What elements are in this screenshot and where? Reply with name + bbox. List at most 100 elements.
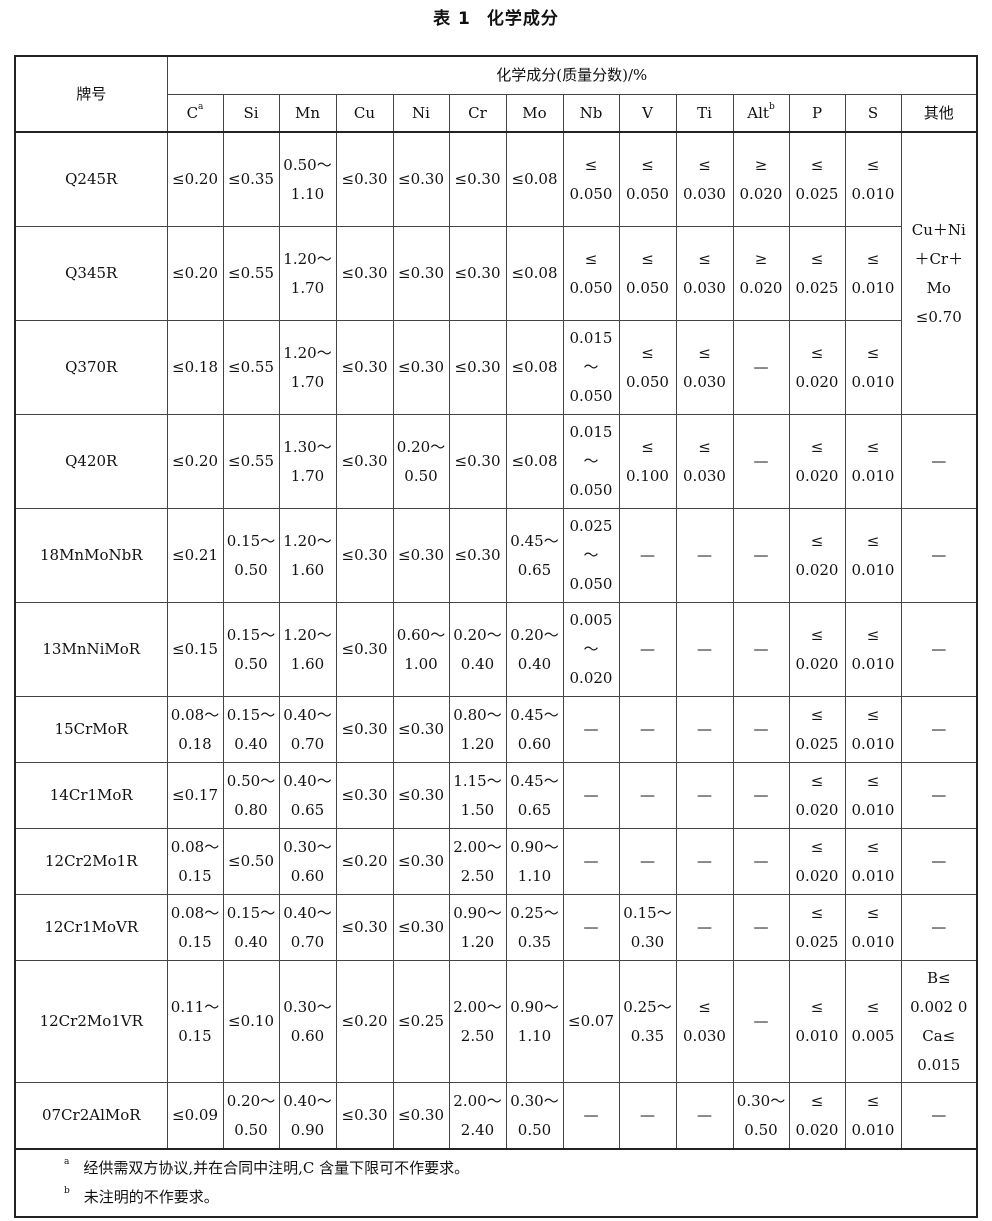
cell-nb: — bbox=[562, 1082, 620, 1150]
cell-v: ≤ 0.050 bbox=[618, 131, 677, 227]
cell-ti: ≤ 0.030 bbox=[675, 131, 734, 227]
cell-v: 0.25～ 0.35 bbox=[618, 960, 677, 1083]
cell-cu: ≤0.30 bbox=[335, 320, 394, 415]
cell-s: ≤ 0.010 bbox=[844, 131, 902, 227]
cell-cr: 0.20～ 0.40 bbox=[448, 602, 507, 697]
cell-mn: 0.30～ 0.60 bbox=[278, 828, 337, 895]
column-header-alt: Altb bbox=[732, 94, 790, 133]
cell-nb: — bbox=[562, 696, 620, 763]
cell-v: 0.15～ 0.30 bbox=[618, 894, 677, 961]
cell-alt: — bbox=[732, 828, 790, 895]
cell-other: — bbox=[900, 508, 978, 603]
column-name: Mo bbox=[522, 103, 547, 122]
grade-cell: Q420R bbox=[14, 414, 168, 509]
grade-cell: 18MnMoNbR bbox=[14, 508, 168, 603]
table-row: 14Cr1MoR ≤0.17 0.50～ 0.80 0.40～ 0.65 ≤0.30 ≤0… bbox=[14, 762, 978, 829]
cell-s: ≤ 0.010 bbox=[844, 226, 902, 321]
column-name: Ti bbox=[697, 103, 712, 122]
cell-c: 0.11～ 0.15 bbox=[166, 960, 224, 1083]
cell-nb: — bbox=[562, 762, 620, 829]
cell-c: ≤0.17 bbox=[166, 762, 224, 829]
cell-s: ≤ 0.010 bbox=[844, 828, 902, 895]
cell-ti: ≤ 0.030 bbox=[675, 960, 734, 1083]
cell-alt: — bbox=[732, 508, 790, 603]
column-header-mn: Mn bbox=[278, 94, 337, 133]
cell-s: ≤ 0.010 bbox=[844, 762, 902, 829]
footnote-marker: b bbox=[768, 101, 775, 112]
cell-cu: ≤0.20 bbox=[335, 960, 394, 1083]
cell-c: ≤0.21 bbox=[166, 508, 224, 603]
grade-cell: 07Cr2AlMoR bbox=[14, 1082, 168, 1150]
column-name: Nb bbox=[579, 103, 603, 122]
cell-v: ≤ 0.100 bbox=[618, 414, 677, 509]
table-row: 18MnMoNbR ≤0.21 0.15～ 0.50 1.20～ 1.60 ≤0.30 ≤… bbox=[14, 508, 978, 603]
cell-cr: 0.80～ 1.20 bbox=[448, 696, 507, 763]
cell-ti: — bbox=[675, 828, 734, 895]
column-header-nb: Nb bbox=[562, 94, 620, 133]
cell-c: 0.08～ 0.15 bbox=[166, 894, 224, 961]
cell-mo: 0.90～ 1.10 bbox=[505, 828, 564, 895]
cell-mo: ≤0.08 bbox=[505, 131, 564, 227]
cell-p: ≤ 0.020 bbox=[788, 1082, 846, 1150]
cell-p: ≤ 0.010 bbox=[788, 960, 846, 1083]
cell-cr: ≤0.30 bbox=[448, 131, 507, 227]
cell-mo: 0.45～ 0.65 bbox=[505, 508, 564, 603]
cell-cr: 2.00～ 2.50 bbox=[448, 960, 507, 1083]
cell-p: ≤ 0.020 bbox=[788, 762, 846, 829]
cell-s: ≤ 0.010 bbox=[844, 696, 902, 763]
footnote-marker: b bbox=[64, 1186, 70, 1196]
table-number: 表 1 bbox=[433, 9, 471, 29]
cell-cu: ≤0.20 bbox=[335, 828, 394, 895]
footnote-text: 未注明的不作要求。 bbox=[83, 1188, 219, 1206]
cell-mn: 0.30～ 0.60 bbox=[278, 960, 337, 1083]
cell-c: ≤0.09 bbox=[166, 1082, 224, 1150]
grade-cell: 15CrMoR bbox=[14, 696, 168, 763]
cell-v: — bbox=[618, 602, 677, 697]
cell-c: ≤0.18 bbox=[166, 320, 224, 415]
column-name: Si bbox=[243, 103, 259, 122]
footnote-marker: a bbox=[198, 101, 204, 112]
cell-v: — bbox=[618, 828, 677, 895]
cell-ti: ≤ 0.030 bbox=[675, 320, 734, 415]
column-name: Mn bbox=[294, 103, 321, 122]
cell-alt: ≥ 0.020 bbox=[732, 131, 790, 227]
cell-p: ≤ 0.020 bbox=[788, 828, 846, 895]
table-row: Q420R ≤0.20 ≤0.55 1.30～ 1.70 ≤0.30 0.20～ 0.50… bbox=[14, 414, 978, 509]
cell-cu: ≤0.30 bbox=[335, 762, 394, 829]
cell-mo: 0.20～ 0.40 bbox=[505, 602, 564, 697]
cell-nb: 0.015 ～ 0.050 bbox=[562, 414, 620, 509]
cell-cr: 0.90～ 1.20 bbox=[448, 894, 507, 961]
cell-nb: — bbox=[562, 828, 620, 895]
cell-cu: ≤0.30 bbox=[335, 602, 394, 697]
column-header-其他: 其他 bbox=[900, 94, 978, 133]
cell-p: ≤ 0.020 bbox=[788, 320, 846, 415]
cell-v: — bbox=[618, 508, 677, 603]
cell-si: 0.20～ 0.50 bbox=[222, 1082, 280, 1150]
cell-si: ≤0.10 bbox=[222, 960, 280, 1083]
cell-mn: 0.50～ 1.10 bbox=[278, 131, 337, 227]
column-header-v: V bbox=[618, 94, 677, 133]
column-name: Alt bbox=[747, 103, 769, 122]
cell-ni: 0.60～ 1.00 bbox=[392, 602, 450, 697]
cell-si: 0.50～ 0.80 bbox=[222, 762, 280, 829]
cell-mo: 0.45～ 0.65 bbox=[505, 762, 564, 829]
cell-other: Cu＋Ni ＋Cr＋ Mo ≤0.70 bbox=[900, 131, 978, 415]
cell-s: ≤ 0.010 bbox=[844, 1082, 902, 1150]
cell-other: — bbox=[900, 828, 978, 895]
cell-ni: 0.20～ 0.50 bbox=[392, 414, 450, 509]
cell-alt: — bbox=[732, 602, 790, 697]
grade-cell: Q245R bbox=[14, 131, 168, 227]
table-caption: 化学成分 bbox=[486, 9, 559, 29]
cell-ti: ≤ 0.030 bbox=[675, 226, 734, 321]
cell-v: — bbox=[618, 762, 677, 829]
grade-cell: 13MnNiMoR bbox=[14, 602, 168, 697]
cell-mn: 1.30～ 1.70 bbox=[278, 414, 337, 509]
cell-nb: 0.005 ～ 0.020 bbox=[562, 602, 620, 697]
column-name: 其他 bbox=[923, 103, 954, 122]
cell-ni: ≤0.25 bbox=[392, 960, 450, 1083]
cell-ni: ≤0.30 bbox=[392, 1082, 450, 1150]
cell-c: ≤0.20 bbox=[166, 226, 224, 321]
table-row: 07Cr2AlMoR ≤0.09 0.20～ 0.50 0.40～ 0.90 ≤0.30… bbox=[14, 1082, 978, 1150]
cell-p: ≤ 0.025 bbox=[788, 226, 846, 321]
table-title: 表 1 化学成分 bbox=[0, 4, 992, 29]
